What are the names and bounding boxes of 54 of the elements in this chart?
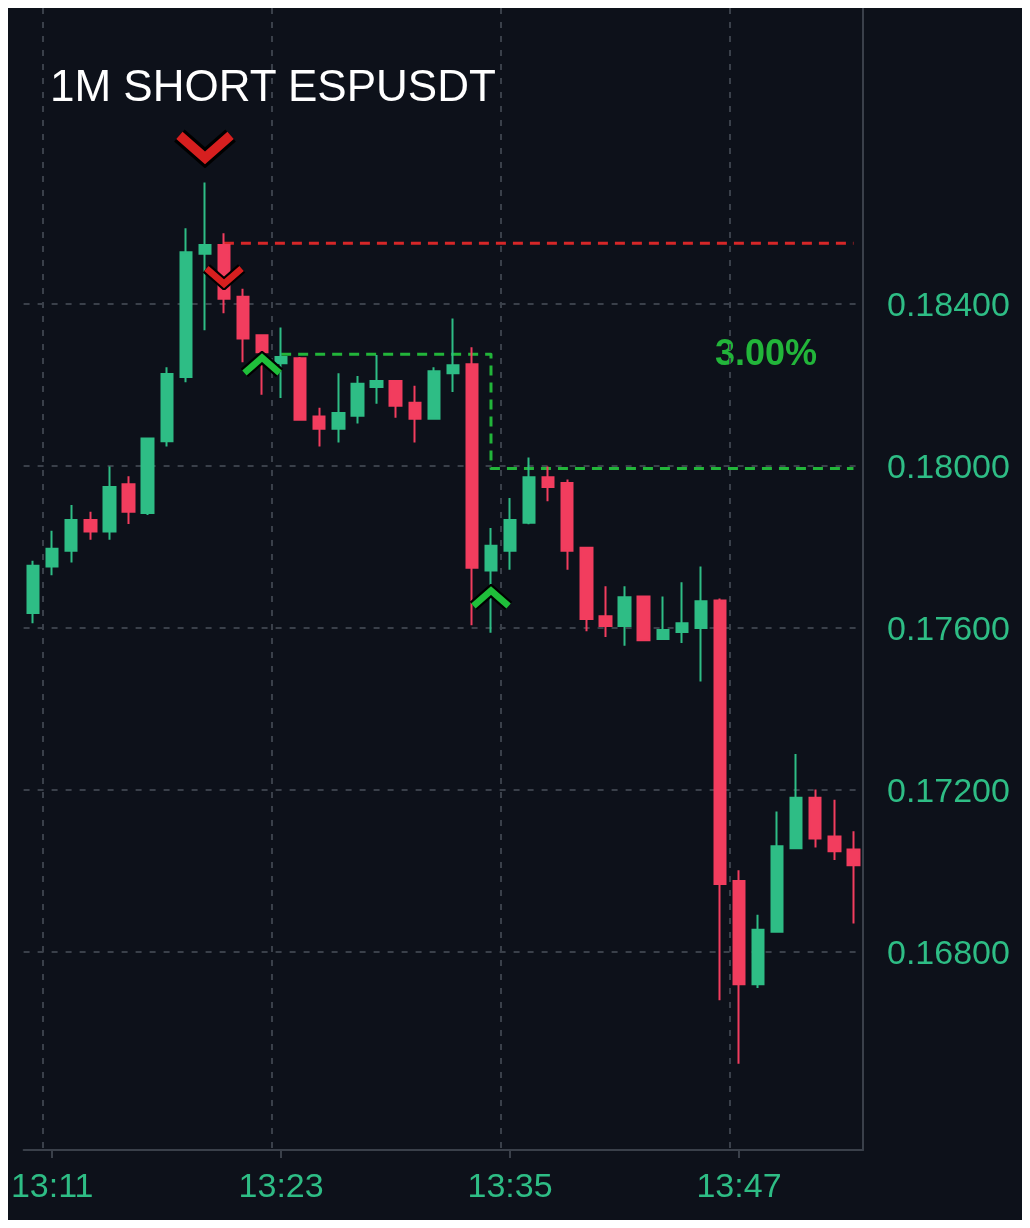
candlestick [312,406,326,448]
y-tick-label: 0.18000 [887,446,1010,485]
candlestick [541,465,555,503]
candlestick [732,869,746,1065]
candlestick [369,354,384,405]
annotation: 3.00% [714,331,817,373]
candlestick [751,913,765,990]
candlestick [675,581,689,644]
candlestick [350,375,365,425]
candlestick [503,497,517,571]
candlestick [179,227,193,384]
candlestick [274,326,288,399]
text: 1M SHORT ESPUSDT [50,60,496,110]
candlestick [656,595,670,640]
candlestick [293,356,307,421]
candlestick [713,597,727,1002]
candlestick [846,830,861,925]
y-tick-label: 0.17600 [887,608,1010,647]
y-tick-label: 0.17200 [887,770,1010,809]
candlestick [408,384,422,444]
candlestick [198,181,212,332]
candlestick [45,529,59,577]
candlestick [617,585,632,647]
candlestick [331,372,346,444]
candlestick [694,565,708,683]
candlestick [160,366,174,448]
candlestick [83,510,98,541]
x-tick-label: 13:11 [10,1166,94,1204]
candlestick [484,526,498,634]
candlestick [446,317,460,393]
candlestick [598,585,613,638]
candlestick [255,333,269,396]
candlestick [789,752,803,850]
x-tick-label: 13:35 [467,1166,553,1204]
candlestick [522,456,536,526]
candlestick [770,810,784,933]
candlestick [102,465,117,541]
x-tick-label: 13:47 [696,1166,782,1204]
candlestick [121,475,136,525]
candlestick [579,546,594,633]
y-tick-label: 0.18400 [887,284,1010,323]
candlestick [827,798,842,862]
candlestick [64,503,78,564]
candlestick [560,478,574,571]
candlestick [236,287,250,364]
candlestick [26,559,40,625]
candlestick [636,595,651,642]
candlestick [140,436,155,517]
candlestick [388,379,403,419]
candlestick [427,366,441,420]
y-tick-label: 0.16800 [887,932,1010,971]
candlestick [465,346,479,627]
candlestick [808,788,822,849]
x-tick-label: 13:23 [238,1166,324,1204]
